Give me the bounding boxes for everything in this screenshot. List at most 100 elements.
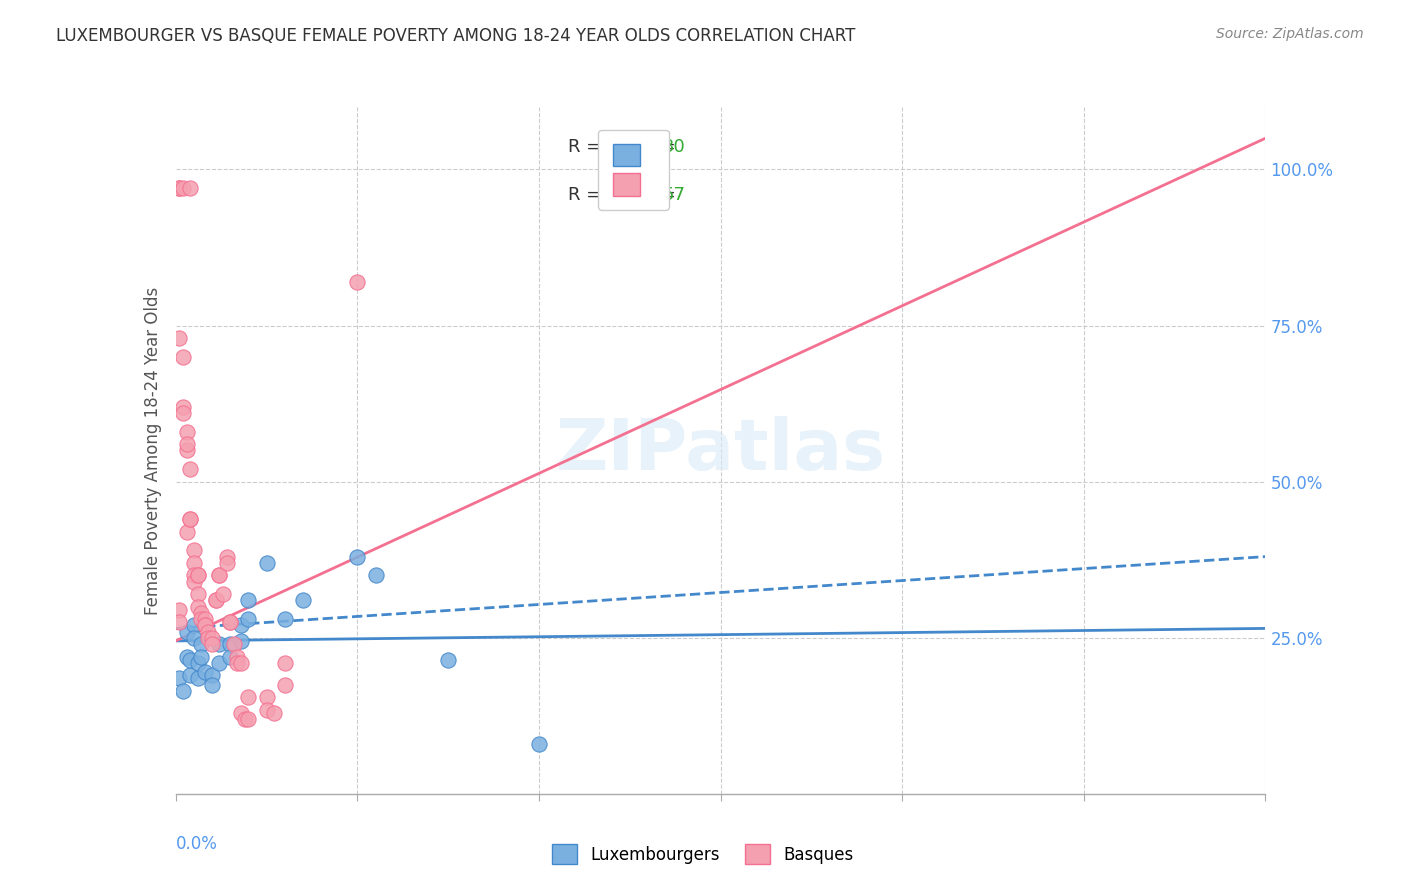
Point bbox=[197, 631, 219, 645]
Point bbox=[238, 690, 260, 705]
Y-axis label: Female Poverty Among 18-24 Year Olds: Female Poverty Among 18-24 Year Olds bbox=[143, 286, 162, 615]
Point bbox=[183, 618, 205, 632]
Point bbox=[219, 637, 242, 651]
Point bbox=[169, 671, 191, 685]
Point bbox=[274, 612, 297, 626]
Point bbox=[201, 631, 224, 645]
Point bbox=[190, 606, 212, 620]
Text: Source: ZipAtlas.com: Source: ZipAtlas.com bbox=[1216, 27, 1364, 41]
Point bbox=[238, 712, 260, 726]
Point bbox=[201, 678, 224, 692]
Point bbox=[204, 593, 226, 607]
Point bbox=[179, 653, 201, 667]
Point bbox=[186, 671, 209, 685]
Point bbox=[179, 668, 201, 682]
Point bbox=[172, 400, 194, 414]
Point bbox=[194, 665, 217, 680]
Point bbox=[176, 443, 198, 458]
Legend: Luxembourgers, Basques: Luxembourgers, Basques bbox=[546, 838, 860, 871]
Point bbox=[186, 568, 209, 582]
Point bbox=[169, 181, 191, 195]
Point bbox=[219, 615, 242, 630]
Point bbox=[201, 637, 224, 651]
Point bbox=[186, 656, 209, 670]
Point bbox=[226, 656, 249, 670]
Point bbox=[176, 649, 198, 664]
Text: R =: R = bbox=[568, 186, 607, 204]
Point bbox=[256, 556, 278, 570]
Point bbox=[179, 512, 201, 526]
Text: R =: R = bbox=[568, 138, 607, 156]
Point bbox=[212, 587, 235, 601]
Point bbox=[183, 574, 205, 589]
Point bbox=[176, 425, 198, 439]
Point bbox=[172, 683, 194, 698]
Point bbox=[197, 624, 219, 639]
Point bbox=[194, 618, 217, 632]
Point bbox=[291, 593, 314, 607]
Text: ZIPatlas: ZIPatlas bbox=[555, 416, 886, 485]
Text: LUXEMBOURGER VS BASQUE FEMALE POVERTY AMONG 18-24 YEAR OLDS CORRELATION CHART: LUXEMBOURGER VS BASQUE FEMALE POVERTY AM… bbox=[56, 27, 856, 45]
Point bbox=[219, 649, 242, 664]
Point bbox=[231, 618, 253, 632]
Point bbox=[346, 275, 368, 289]
Point bbox=[346, 549, 368, 564]
Point bbox=[190, 637, 212, 651]
Point bbox=[183, 568, 205, 582]
Text: N =: N = bbox=[630, 186, 682, 204]
Point bbox=[231, 706, 253, 720]
Point bbox=[233, 712, 256, 726]
Point bbox=[172, 181, 194, 195]
Point bbox=[186, 599, 209, 614]
Point bbox=[238, 593, 260, 607]
Point bbox=[204, 593, 226, 607]
Text: 0.579: 0.579 bbox=[598, 186, 650, 204]
Point bbox=[231, 656, 253, 670]
Point bbox=[215, 556, 238, 570]
Point bbox=[186, 587, 209, 601]
Point bbox=[179, 462, 201, 476]
Point bbox=[222, 637, 245, 651]
Point bbox=[194, 618, 217, 632]
Point bbox=[208, 568, 231, 582]
Point bbox=[364, 568, 387, 582]
Point bbox=[527, 737, 550, 751]
Point bbox=[231, 633, 253, 648]
Point bbox=[183, 631, 205, 645]
Point bbox=[208, 637, 231, 651]
Point bbox=[208, 568, 231, 582]
Point bbox=[169, 615, 191, 630]
Text: 30: 30 bbox=[662, 138, 686, 156]
Point bbox=[238, 612, 260, 626]
Point bbox=[256, 690, 278, 705]
Point bbox=[208, 656, 231, 670]
Point bbox=[169, 331, 191, 345]
Point bbox=[201, 668, 224, 682]
Point bbox=[172, 350, 194, 364]
Point bbox=[194, 612, 217, 626]
Point bbox=[179, 512, 201, 526]
Point bbox=[176, 437, 198, 451]
Point bbox=[179, 181, 201, 195]
Point bbox=[256, 703, 278, 717]
Point bbox=[176, 624, 198, 639]
Point bbox=[190, 649, 212, 664]
Text: 0.126: 0.126 bbox=[598, 138, 648, 156]
Point bbox=[226, 649, 249, 664]
Point bbox=[186, 568, 209, 582]
Point bbox=[169, 603, 191, 617]
Point bbox=[190, 612, 212, 626]
Legend: , : , bbox=[598, 130, 669, 210]
Point bbox=[172, 406, 194, 420]
Point bbox=[183, 543, 205, 558]
Point bbox=[183, 556, 205, 570]
Point bbox=[219, 615, 242, 630]
Point bbox=[215, 549, 238, 564]
Point bbox=[169, 181, 191, 195]
Point bbox=[274, 678, 297, 692]
Point bbox=[263, 706, 285, 720]
Text: 57: 57 bbox=[662, 186, 686, 204]
Text: 0.0%: 0.0% bbox=[176, 835, 218, 853]
Point bbox=[176, 524, 198, 539]
Text: N =: N = bbox=[630, 138, 682, 156]
